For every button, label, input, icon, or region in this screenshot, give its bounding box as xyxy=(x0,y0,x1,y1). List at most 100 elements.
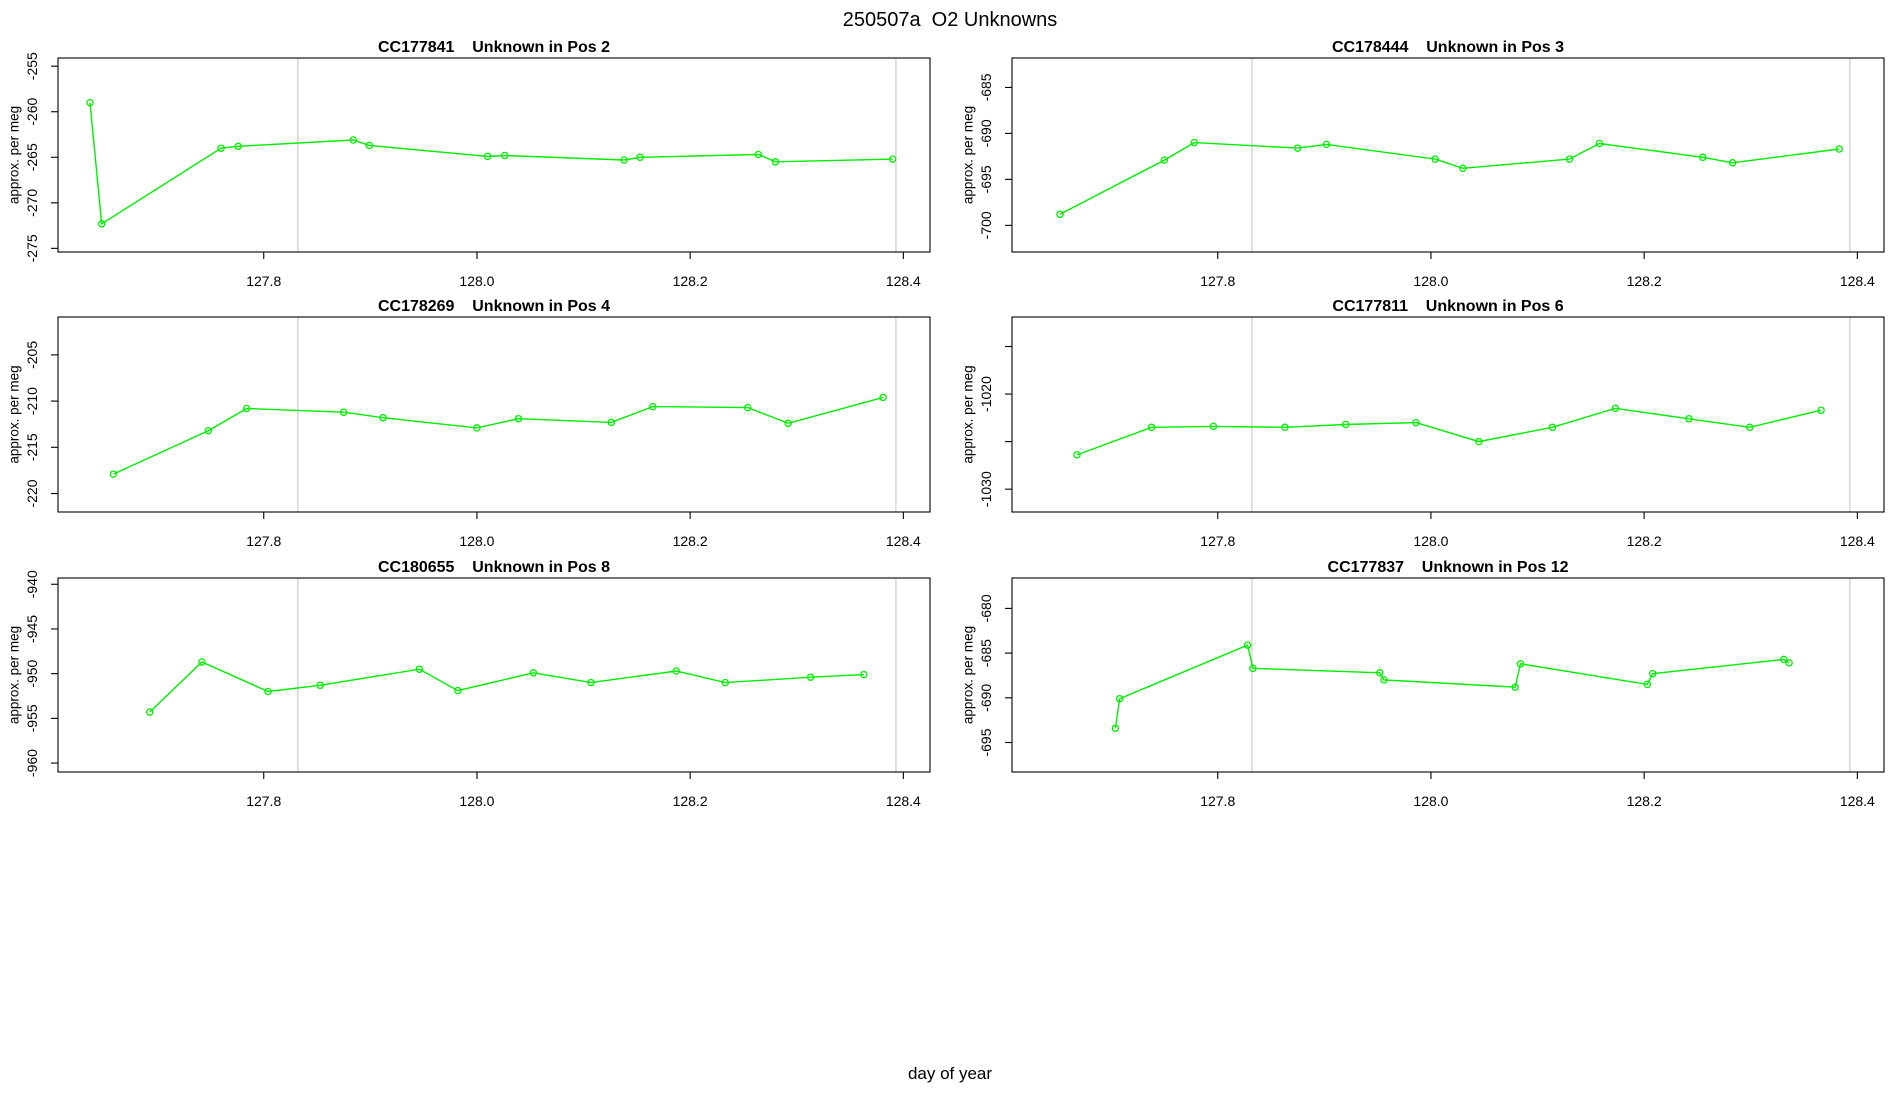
y-axis-title: approx. per meg xyxy=(961,365,976,463)
data-point xyxy=(1595,139,1604,148)
panel-CC177841: -275 -270 -265 -260 -255 127.8 128.0 128.2 128.4… xyxy=(7,39,931,289)
x-tick-label: 128.0 xyxy=(459,273,494,289)
panel-title: CC177837 Unknown in Pos 12 xyxy=(1328,559,1569,576)
x-tick-label: 128.0 xyxy=(459,793,494,809)
data-line xyxy=(1114,644,1790,729)
x-tick-label: 127.8 xyxy=(246,533,281,549)
plot-box xyxy=(1011,316,1885,513)
y-tick-label: -685 xyxy=(978,639,994,667)
data-point xyxy=(217,144,225,152)
panel-title: CC177841 Unknown in Pos 2 xyxy=(378,39,610,56)
x-tick-label: 127.8 xyxy=(1200,273,1235,289)
data-point xyxy=(264,687,272,696)
y-tick-label: -680 xyxy=(978,594,994,622)
x-tick-label: 128.4 xyxy=(886,533,921,549)
data-point xyxy=(483,152,492,161)
y-tick-label: -255 xyxy=(24,52,40,80)
data-point xyxy=(198,658,206,666)
main-title: 250507a O2 Unknowns xyxy=(842,9,1058,31)
x-tick-label: 128.0 xyxy=(459,533,494,549)
x-axis-title: day of year xyxy=(907,1064,993,1083)
data-point xyxy=(587,678,595,687)
x-tick-label: 128.4 xyxy=(886,793,921,809)
data-point xyxy=(1685,415,1693,423)
data-point xyxy=(1459,164,1467,173)
panel-title: CC180655 Unknown in Pos 8 xyxy=(378,559,610,576)
data-point xyxy=(1412,418,1420,427)
y-tick-label: -685 xyxy=(978,73,994,101)
panel-CC177811: -1030 -1020 127.8 128.0 128.2 128.4 approx. pe… xyxy=(961,298,1885,549)
y-tick-label: -695 xyxy=(978,165,994,193)
data-point xyxy=(1431,155,1439,163)
data-point xyxy=(1111,724,1120,732)
x-tick-label: 127.8 xyxy=(1200,793,1235,809)
panel-CC178444: -700 -695 -690 -685 127.8 128.0 128.2 128.4 appr… xyxy=(961,39,1885,289)
panel-CC178269: -220 -215 -210 -205 127.8 128.0 128.2 128.4 appr… xyxy=(7,298,931,549)
panel-CC180655: -960 -955 -950 -945 -940 127.8 128.0 128.2 128.4… xyxy=(7,559,931,809)
y-axis-title: approx. per meg xyxy=(961,106,976,204)
data-point xyxy=(1835,145,1843,153)
y-axis-title: approx. per meg xyxy=(961,626,976,724)
data-point xyxy=(1785,659,1793,667)
x-tick-label: 128.4 xyxy=(1840,793,1875,809)
data-point xyxy=(204,426,213,435)
data-point xyxy=(1728,159,1737,167)
data-point xyxy=(415,665,424,673)
y-tick-label: -1020 xyxy=(978,376,994,412)
data-point xyxy=(1780,655,1788,664)
data-point xyxy=(500,151,509,160)
data-line xyxy=(149,661,864,713)
y-tick-label: -210 xyxy=(24,387,40,415)
y-tick-label: -265 xyxy=(24,143,40,171)
x-tick-label: 128.2 xyxy=(673,533,708,549)
data-line xyxy=(1076,407,1822,456)
y-tick-label: -700 xyxy=(978,211,994,239)
plot-box xyxy=(57,57,931,253)
data-point xyxy=(806,673,815,681)
y-tick-label: -270 xyxy=(24,189,40,217)
data-point xyxy=(1243,641,1252,649)
data-point xyxy=(649,402,657,411)
y-tick-label: -260 xyxy=(24,98,40,126)
data-point xyxy=(1190,138,1199,147)
data-line xyxy=(113,396,884,475)
data-point xyxy=(1376,669,1384,677)
data-point xyxy=(636,153,644,162)
x-tick-label: 128.0 xyxy=(1413,533,1448,549)
x-tick-label: 127.8 xyxy=(246,793,281,809)
y-tick-label: -275 xyxy=(24,234,40,262)
x-tick-label: 128.2 xyxy=(1627,793,1662,809)
x-tick-label: 128.2 xyxy=(673,273,708,289)
data-point xyxy=(1745,423,1754,432)
data-point xyxy=(1293,144,1302,152)
plot-box xyxy=(57,316,931,513)
plot-box xyxy=(57,577,931,773)
data-point xyxy=(365,141,374,150)
data-point xyxy=(529,669,538,677)
x-tick-label: 128.2 xyxy=(673,793,708,809)
data-point xyxy=(879,393,887,402)
data-point xyxy=(1475,437,1483,446)
data-line xyxy=(89,102,893,226)
y-tick-label: -1030 xyxy=(978,471,994,507)
data-point xyxy=(754,150,763,159)
data-point xyxy=(888,155,897,163)
plot-box xyxy=(1011,57,1885,253)
y-tick-label: -215 xyxy=(24,433,40,461)
data-point xyxy=(1548,423,1557,432)
y-axis-title: approx. per meg xyxy=(7,626,22,724)
x-tick-label: 128.4 xyxy=(1840,273,1875,289)
y-axis-title: approx. per meg xyxy=(7,106,22,204)
x-tick-label: 127.8 xyxy=(1200,533,1235,549)
y-tick-label: -955 xyxy=(24,704,40,732)
data-point xyxy=(1648,669,1657,678)
x-tick-label: 127.8 xyxy=(246,273,281,289)
y-tick-label: -945 xyxy=(24,615,40,643)
data-point xyxy=(784,419,792,428)
x-tick-label: 128.2 xyxy=(1627,273,1662,289)
y-tick-label: -695 xyxy=(978,728,994,756)
data-point xyxy=(1249,664,1257,673)
data-point xyxy=(1341,420,1350,429)
